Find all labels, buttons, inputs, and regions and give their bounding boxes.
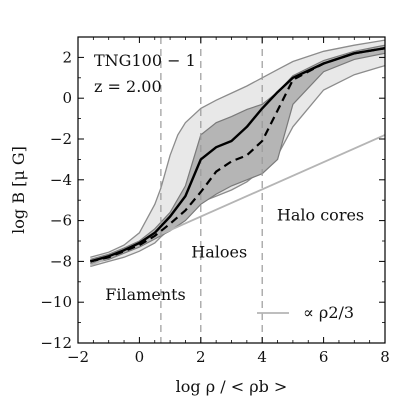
y-tick-label: −8 [50,252,72,270]
axes-frame [77,36,386,344]
x-tick-label: −2 [67,348,89,366]
region-label-1: Haloes [191,242,247,261]
x-tick-label: 0 [135,348,145,366]
y-tick-label: −10 [40,293,72,311]
x-tick-label: 6 [319,348,329,366]
outer-band-upper-edge [90,39,385,258]
y-tick-label: 0 [62,89,72,107]
median-line [89,47,385,263]
plot-clipped-group [89,37,385,343]
x-tick-label: 2 [196,348,206,366]
region-label-0: Filaments [105,285,185,304]
y-tick-label: 2 [62,48,72,66]
region-label-2: Halo cores [277,206,364,225]
plot-area [89,37,385,343]
chart-text: TNG100 − 1 z = 2.00 −2 0 2 4 6 8 −12 −10 −8 −6 −4 −… [9,48,390,396]
y-tick-label: −6 [50,212,72,230]
y-tick-label: −4 [50,171,72,189]
redshift-label: z = 2.00 [94,77,162,96]
y-tick-label: −2 [50,130,72,148]
legend-label: ∝ ρ2/3 [303,303,354,322]
x-tick-label: 8 [380,348,390,366]
inner-percentile-band [90,45,385,264]
inner-band-upper-edge [90,44,385,260]
mean-dashed-line [90,47,385,263]
simulation-label: TNG100 − 1 [94,51,196,70]
y-tick-label: −12 [40,334,72,352]
x-axis-title: log ρ / < ρb > [176,377,288,396]
inner-band-lower-edge [90,52,385,264]
y-axis-title: log B [μ G] [9,146,28,234]
x-tick-label: 4 [257,348,267,366]
